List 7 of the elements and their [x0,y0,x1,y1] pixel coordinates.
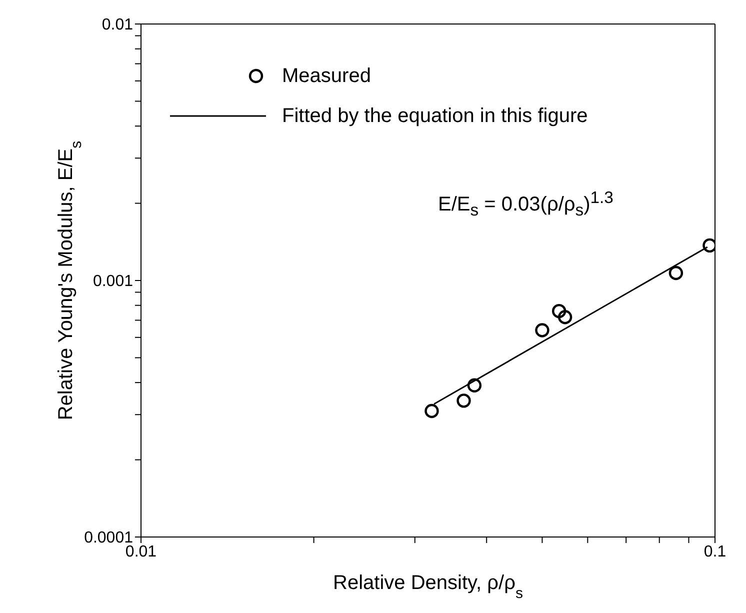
legend-label: Fitted by the equation in this figure [282,104,588,128]
y-tick-label: 0.001 [92,273,134,290]
legend-label: Measured [282,64,371,88]
annotation: E/E$_{s}$ = 0.03(ρ/ρ$_{s}$)$^{1.3}$ [438,188,614,221]
x-tick-label: 0.1 [704,543,726,560]
x-axis-title: Relative Density, ρ/ρ$_{s}$ [333,572,523,602]
y-tick-label: 0.01 [102,16,134,34]
